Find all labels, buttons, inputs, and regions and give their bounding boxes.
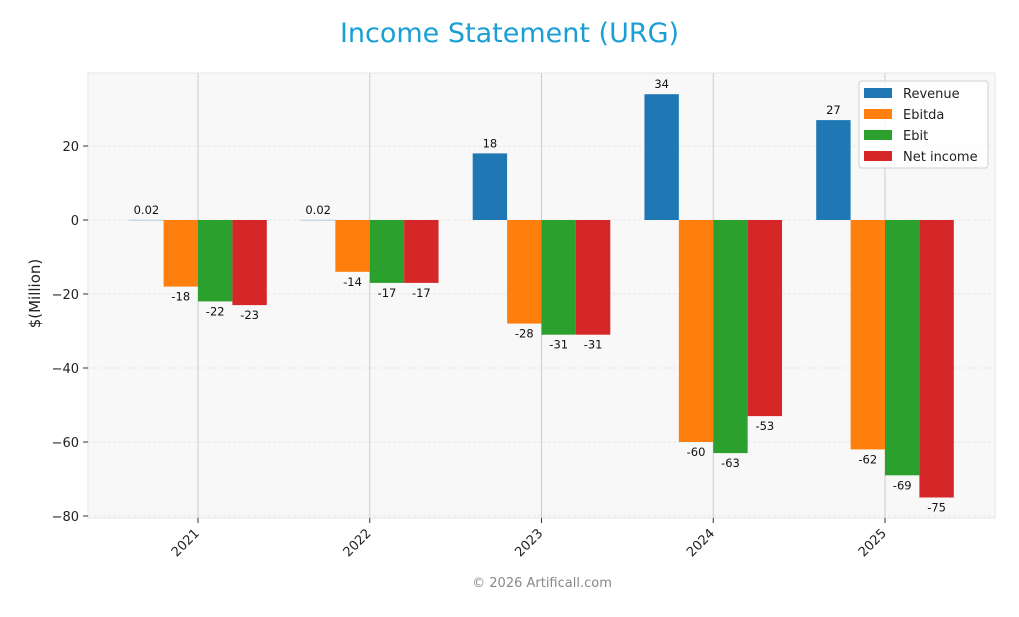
- bar-value-label: -69: [893, 478, 912, 492]
- legend-swatch: [864, 109, 892, 119]
- bar-value-label: -18: [171, 290, 190, 304]
- y-tick-label: −60: [52, 436, 79, 451]
- bar-value-label: -63: [721, 456, 740, 470]
- legend-label: Ebitda: [903, 108, 944, 123]
- bar-ebitda: [678, 220, 714, 442]
- x-tick-label: 2022: [341, 526, 375, 560]
- bar-value-label: -31: [549, 338, 568, 352]
- bar-value-label: -17: [378, 286, 397, 300]
- x-axis: 2021 2022 2023 2024 2025: [169, 518, 890, 560]
- bar-value-label: -75: [927, 501, 946, 515]
- bar-ebit: [198, 220, 233, 302]
- bar-ebitda: [163, 220, 198, 287]
- bar-net-income: [919, 220, 954, 498]
- copyright-footer: © 2026 Artificall.com: [472, 576, 612, 591]
- legend-label: Revenue: [903, 87, 960, 102]
- bars: 0.02 0.02 18 34 27 -18 -14 -28 -60 -62 -22 -17 -31 -6…: [129, 77, 954, 515]
- bar-value-label: -23: [240, 308, 259, 322]
- bar-revenue: [644, 94, 679, 220]
- bar-net-income: [575, 220, 611, 335]
- bar-value-label: -53: [755, 419, 774, 433]
- bar-value-label: -28: [515, 327, 534, 341]
- bar-value-label: -22: [206, 304, 225, 318]
- bar-ebitda: [335, 220, 370, 272]
- y-tick-label: −20: [52, 288, 79, 303]
- legend-swatch: [864, 151, 892, 161]
- bar-net-income: [404, 220, 439, 283]
- bar-value-label: -31: [584, 338, 603, 352]
- legend-swatch: [864, 88, 892, 98]
- y-tick-label: 0: [71, 214, 79, 229]
- bar-value-label: 0.02: [134, 203, 160, 217]
- x-tick-label: 2025: [856, 526, 890, 560]
- bar-revenue: [472, 153, 508, 220]
- bar-value-label: 18: [483, 136, 498, 150]
- y-tick-label: 20: [62, 140, 79, 155]
- bar-value-label: 27: [826, 103, 841, 117]
- x-tick-label: 2023: [512, 526, 546, 560]
- x-tick-label: 2021: [169, 526, 203, 560]
- bar-ebit: [713, 220, 748, 454]
- bar-net-income: [232, 220, 267, 306]
- bar-net-income: [747, 220, 783, 417]
- bar-ebit: [541, 220, 576, 335]
- legend-swatch: [864, 130, 892, 140]
- bar-ebitda: [850, 220, 885, 450]
- x-tick-label: 2024: [684, 526, 718, 560]
- y-tick-label: −40: [52, 362, 79, 377]
- bar-ebitda: [507, 220, 542, 324]
- legend-label: Net income: [903, 150, 978, 165]
- bar-ebit: [369, 220, 405, 283]
- bar-value-label: -62: [858, 452, 877, 466]
- bar-value-label: 0.02: [305, 203, 331, 217]
- bar-ebit: [885, 220, 920, 476]
- bar-value-label: -14: [343, 275, 362, 289]
- bar-revenue: [816, 120, 851, 220]
- bar-value-label: -60: [687, 445, 706, 459]
- y-tick-label: −80: [52, 510, 79, 525]
- y-axis-label: $(Million): [26, 259, 44, 329]
- bar-value-label: 34: [654, 77, 669, 91]
- bar-value-label: -17: [412, 286, 431, 300]
- chart-title: Income Statement (URG): [339, 18, 680, 49]
- legend: Revenue Ebitda Ebit Net income: [858, 80, 989, 169]
- y-axis: 20 0 −20 −40 −60 −80 $(Million): [26, 140, 88, 525]
- legend-label: Ebit: [903, 129, 928, 144]
- legend-box: [858, 80, 989, 169]
